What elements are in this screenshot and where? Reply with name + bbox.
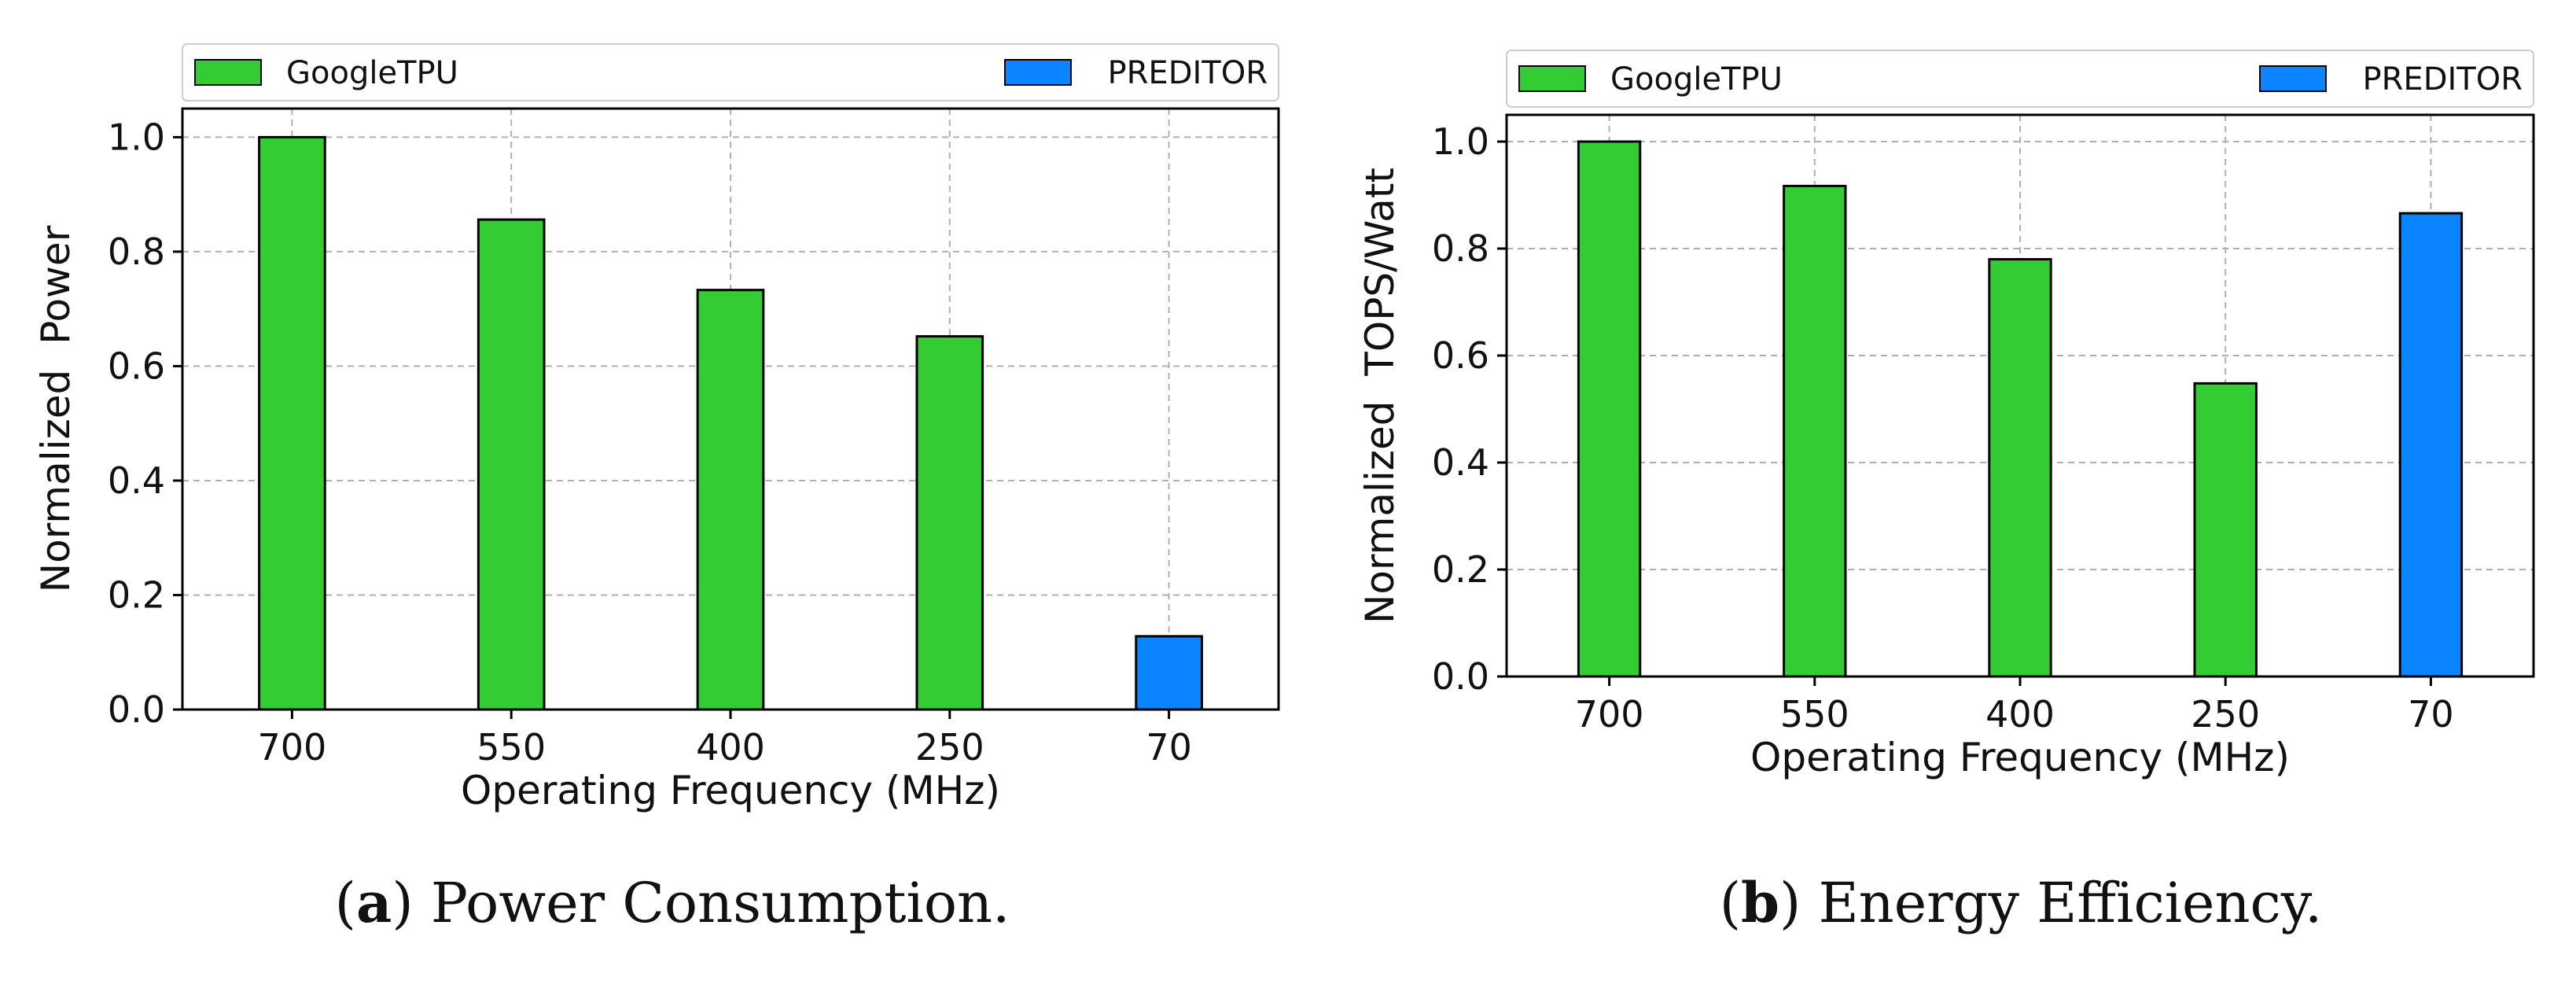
legend-label-preditor-b: PREDITOR: [2363, 61, 2523, 98]
bar-googletpu-250: [2193, 382, 2258, 678]
y-tick-label: 0.4: [108, 459, 165, 502]
bars-a: [258, 135, 1203, 711]
bar-googletpu-400: [696, 289, 765, 711]
caption-a: (a) Power Consumption.: [335, 870, 1010, 935]
y-ticks-a: 0.0 0.2 0.4 0.6 0.8 1.0: [108, 116, 182, 731]
legend-a: GoogleTPU PREDITOR: [182, 43, 1279, 101]
bars-b: [1577, 140, 2464, 678]
legend-swatch-googletpu-a: [194, 59, 262, 86]
bar-googletpu-550: [477, 218, 546, 711]
legend-swatch-preditor-b: [2259, 65, 2327, 92]
y-tick-label: 0.0: [108, 688, 165, 731]
y-axis-label-b: Normalized TOPS/Watt: [1357, 168, 1403, 624]
y-ticks-b: 0.0 0.2 0.4 0.6 0.8 1.0: [1432, 120, 1507, 698]
legend-frame-b: [1506, 50, 2534, 108]
x-axis-label-b: Operating Frequency (MHz): [1750, 735, 2290, 780]
y-tick-label: 0.8: [1432, 227, 1489, 270]
y-tick-label: 0.6: [108, 345, 165, 387]
x-tick-label: 70: [1146, 726, 1192, 769]
x-tick-label: 550: [477, 726, 546, 769]
x-ticks-b: 700 550 400 250 70: [1575, 676, 2454, 735]
legend-b: GoogleTPU PREDITOR: [1506, 50, 2534, 108]
chart-panel-b: 0.0 0.2 0.4 0.6 0.8 1.0 700 550 400 250 70 Operat…: [1357, 50, 2535, 935]
bar-googletpu-700: [1577, 140, 1642, 678]
x-tick-label: 400: [696, 726, 765, 769]
x-tick-label: 70: [2408, 693, 2454, 735]
y-tick-label: 0.8: [108, 230, 165, 273]
y-tick-label: 0.2: [108, 573, 165, 616]
x-tick-label: 250: [915, 726, 984, 769]
bar-googletpu-700: [258, 135, 326, 711]
y-tick-label: 0.4: [1432, 441, 1489, 484]
caption-letter-a: a: [356, 870, 392, 935]
bar-googletpu-250: [915, 335, 984, 711]
x-ticks-a: 700 550 400 250 70: [257, 710, 1192, 769]
x-tick-label: 700: [1575, 693, 1644, 735]
x-tick-label: 400: [1985, 693, 2055, 735]
bar-googletpu-400: [1988, 258, 2052, 678]
x-tick-label: 250: [2191, 693, 2260, 735]
caption-b: (b) Energy Efficiency.: [1720, 870, 2323, 935]
y-tick-label: 0.0: [1432, 655, 1489, 698]
bar-preditor-70: [1135, 635, 1203, 711]
chart-panel-a: 0.0 0.2 0.4 0.6 0.8 1.0 700 550 400 250 70 Operat…: [33, 43, 1280, 935]
y-tick-label: 1.0: [1432, 120, 1489, 163]
x-axis-label-a: Operating Frequency (MHz): [461, 768, 1000, 813]
caption-text-b: Energy Efficiency.: [1819, 871, 2323, 935]
bar-googletpu-550: [1783, 184, 1847, 678]
y-tick-label: 1.0: [108, 116, 165, 158]
caption-text-a: Power Consumption.: [431, 871, 1010, 935]
legend-label-preditor-a: PREDITOR: [1108, 55, 1268, 91]
legend-frame-a: [182, 43, 1279, 101]
legend-swatch-preditor-a: [1004, 59, 1072, 86]
y-axis-label-a: Normalized Power: [33, 225, 79, 592]
caption-letter-b: b: [1741, 870, 1779, 935]
x-tick-label: 550: [1780, 693, 1849, 735]
y-tick-label: 0.2: [1432, 548, 1489, 591]
bar-preditor-70: [2398, 212, 2464, 678]
legend-label-googletpu-b: GoogleTPU: [1610, 61, 1783, 98]
y-tick-label: 0.6: [1432, 334, 1489, 377]
legend-swatch-googletpu-b: [1518, 65, 1586, 92]
legend-label-googletpu-a: GoogleTPU: [286, 55, 458, 91]
x-tick-label: 700: [257, 726, 326, 769]
